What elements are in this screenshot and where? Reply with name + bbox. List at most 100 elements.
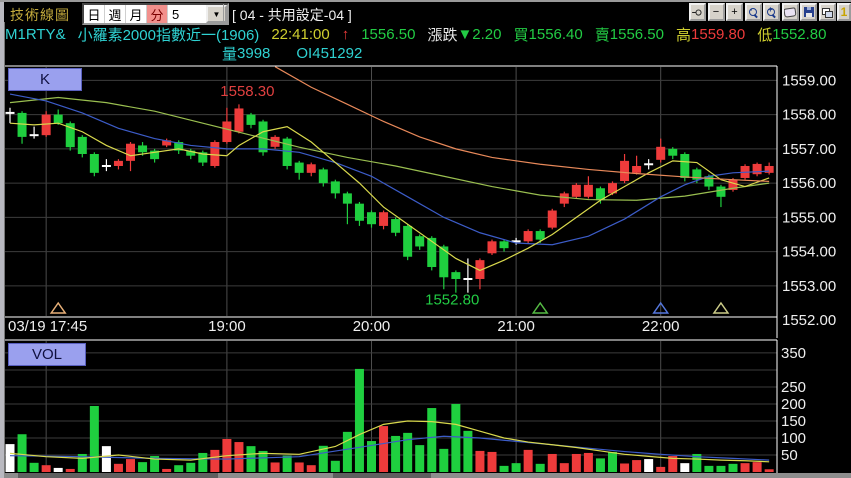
interval-dropdown-button[interactable]: ▼ bbox=[206, 5, 227, 23]
volume-bar bbox=[583, 452, 593, 472]
volume-bar bbox=[656, 466, 666, 472]
volume-bar bbox=[608, 451, 617, 472]
volume-bar bbox=[210, 449, 220, 472]
low-price: 1552.80 bbox=[772, 25, 827, 43]
change-label: 漲跌 bbox=[427, 26, 458, 44]
pin-button[interactable]: ⚲ bbox=[689, 3, 706, 21]
candle bbox=[656, 146, 666, 160]
candle bbox=[680, 154, 690, 178]
high-annotation: 1558.30 bbox=[220, 83, 274, 100]
candle bbox=[77, 136, 87, 155]
volume-bar bbox=[487, 451, 497, 472]
volume-bar bbox=[439, 448, 449, 472]
volume-bar bbox=[403, 432, 413, 472]
volume-bar bbox=[620, 463, 630, 472]
candle bbox=[439, 246, 449, 278]
volume-bar bbox=[704, 465, 714, 472]
candle bbox=[379, 212, 389, 226]
volume-tick-label: 250 bbox=[781, 379, 806, 396]
period-button-week[interactable]: 週 bbox=[105, 5, 126, 23]
volume-bar bbox=[716, 465, 726, 472]
volume-bar bbox=[306, 465, 316, 472]
volume-bar bbox=[367, 441, 376, 472]
window-frame-top bbox=[0, 0, 851, 2]
volume-bar bbox=[354, 368, 364, 472]
volume-bar bbox=[740, 463, 750, 472]
cascade-windows-button[interactable] bbox=[818, 3, 836, 21]
volume-bar bbox=[174, 465, 184, 472]
candle bbox=[126, 143, 135, 161]
volume-bar bbox=[379, 426, 389, 472]
candle bbox=[246, 114, 256, 125]
decrease-button[interactable]: − bbox=[707, 3, 725, 21]
scrollbar-segment bbox=[333, 473, 431, 478]
ma-lines bbox=[9, 66, 770, 272]
candle bbox=[547, 210, 557, 228]
triangle-marker bbox=[712, 301, 730, 314]
candle bbox=[415, 236, 425, 247]
volume-bar bbox=[764, 469, 774, 472]
volume-bar bbox=[5, 444, 15, 472]
volume-bar bbox=[475, 450, 485, 472]
volume-bar bbox=[89, 406, 99, 472]
save-button[interactable] bbox=[800, 3, 817, 21]
symbol-code: M1RTY& bbox=[5, 25, 66, 43]
volume-bar bbox=[559, 463, 569, 472]
candle bbox=[728, 179, 738, 190]
candle bbox=[403, 225, 413, 257]
signal-markers bbox=[49, 301, 730, 314]
volume-bar bbox=[571, 453, 581, 472]
period-button-month[interactable]: 月 bbox=[126, 5, 147, 23]
time-axis: 03/19 17:45 19:00 20:00 21:00 22:00 bbox=[8, 318, 679, 335]
ask-price: 1556.50 bbox=[609, 25, 664, 43]
volume-bar bbox=[632, 460, 642, 472]
bid-price: 1556.40 bbox=[528, 25, 583, 43]
zoom-in-button[interactable]: + bbox=[763, 3, 780, 21]
increase-button[interactable]: + bbox=[726, 3, 743, 21]
price-tick-label: 1554.00 bbox=[782, 244, 836, 261]
candle bbox=[17, 112, 27, 137]
volume-bar bbox=[29, 462, 39, 472]
eraser-icon bbox=[783, 6, 797, 18]
high-price: 1559.80 bbox=[691, 25, 746, 43]
page-1-button[interactable]: 1 bbox=[837, 3, 851, 21]
title-bar: 技術線圖 日 週 月 分 5 ▼ [ 04 - 共用設定-04 ] ⚲ − + … bbox=[4, 2, 851, 25]
candle bbox=[318, 169, 328, 184]
volume-bar bbox=[270, 462, 280, 472]
candle bbox=[198, 152, 208, 163]
candle bbox=[282, 138, 292, 166]
price-tick-label: 1558.00 bbox=[782, 107, 836, 124]
ma-green-line bbox=[9, 96, 770, 201]
candle bbox=[210, 142, 220, 166]
zoom-in-icon: + bbox=[767, 5, 776, 17]
ma-orange-line bbox=[274, 66, 770, 182]
minus-icon: − bbox=[712, 6, 720, 18]
volume-tick-label: 350 bbox=[781, 345, 806, 362]
ask-label: 賣 bbox=[594, 26, 610, 44]
triangle-marker bbox=[531, 301, 549, 314]
candle bbox=[427, 237, 437, 268]
period-button-day[interactable]: 日 bbox=[84, 5, 105, 23]
scrollbar-segment bbox=[18, 473, 218, 478]
main-pane-label[interactable]: K bbox=[8, 68, 82, 91]
eraser-button[interactable] bbox=[781, 3, 799, 21]
quote-time: 22:41:00 bbox=[271, 25, 330, 43]
symbol-name: 小羅素2000指數近一(1906) bbox=[77, 26, 260, 44]
bottom-scrollbar[interactable] bbox=[4, 473, 851, 478]
volume-bar bbox=[258, 450, 268, 472]
volume-bar bbox=[415, 445, 425, 472]
volume-bar bbox=[523, 449, 533, 472]
interval-value[interactable]: 5 bbox=[172, 6, 180, 22]
candle bbox=[89, 154, 99, 173]
volume-bar bbox=[138, 462, 148, 472]
candle bbox=[451, 272, 461, 279]
period-button-minute[interactable]: 分 bbox=[147, 5, 168, 23]
zoom-out-button[interactable]: - bbox=[744, 3, 762, 21]
volume-bar bbox=[101, 446, 111, 472]
candlestick-series bbox=[5, 104, 774, 293]
volume-pane-label[interactable]: VOL bbox=[8, 343, 86, 366]
ma-yellow-line bbox=[9, 122, 770, 272]
candle bbox=[234, 108, 244, 132]
price-tick-label: 1553.00 bbox=[782, 278, 836, 295]
